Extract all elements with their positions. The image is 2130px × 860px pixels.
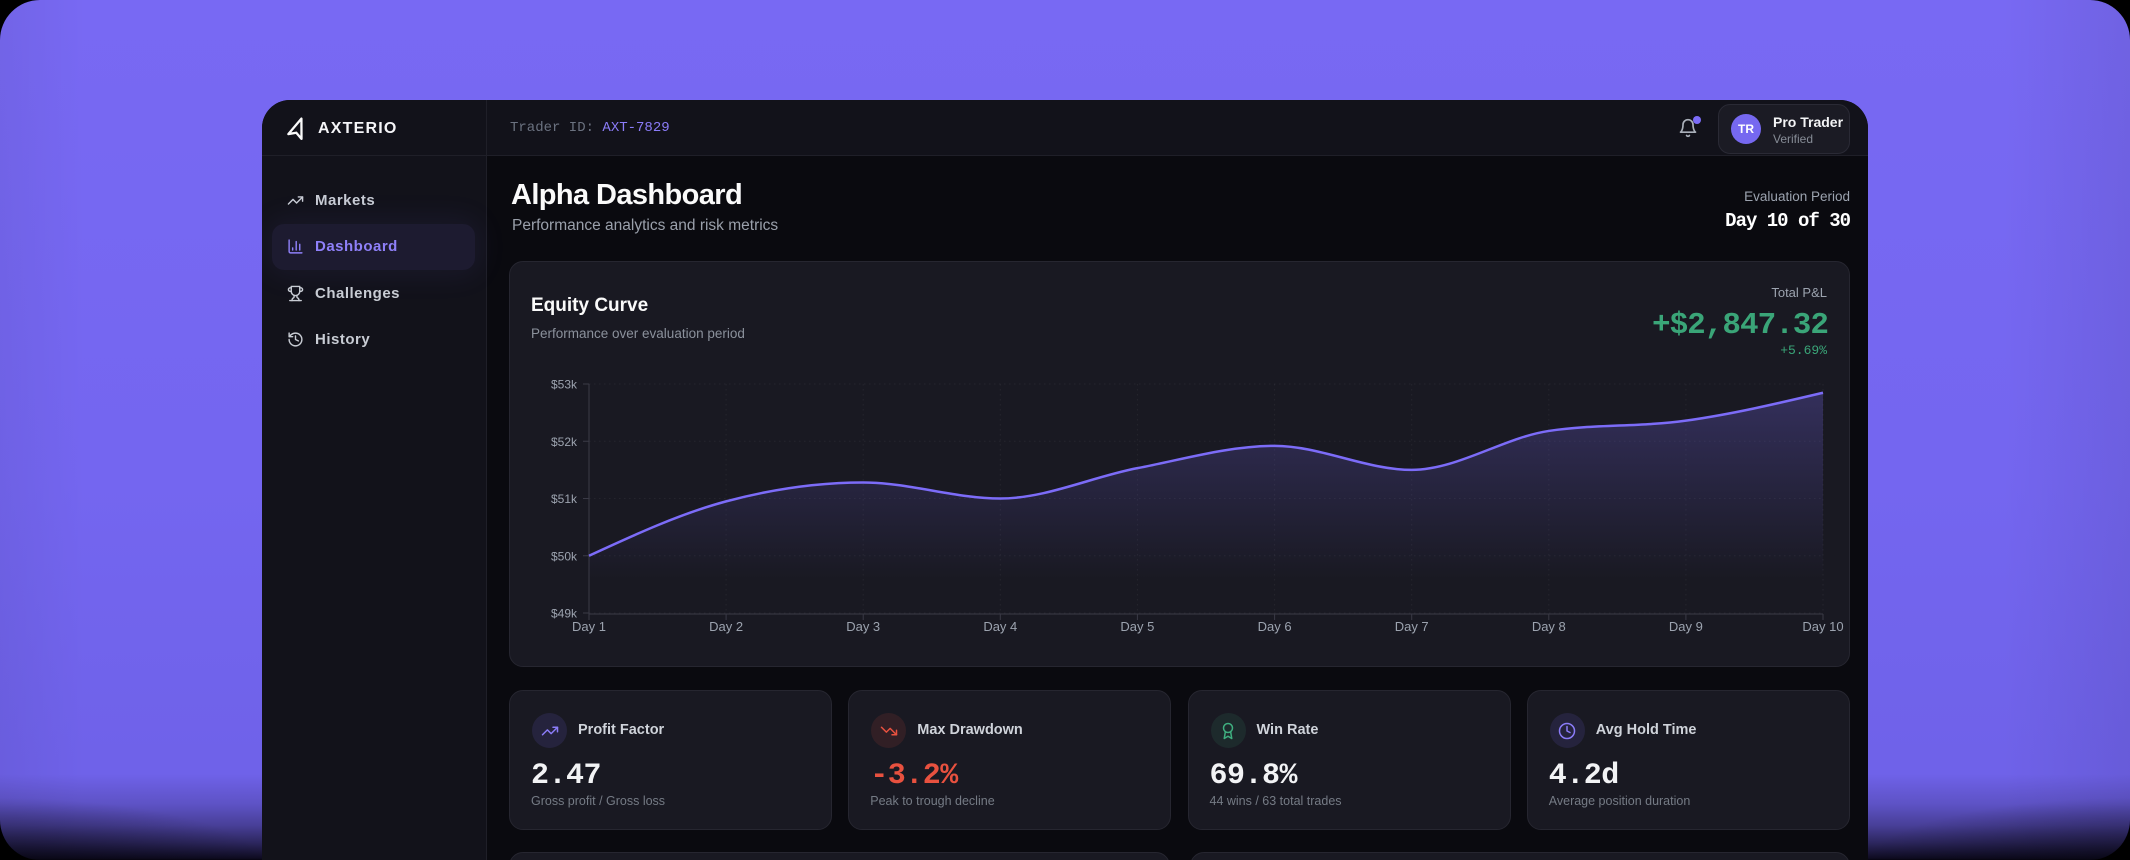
svg-text:$50k: $50k bbox=[551, 549, 578, 563]
svg-text:Day 7: Day 7 bbox=[1395, 619, 1429, 634]
svg-text:$52k: $52k bbox=[551, 435, 578, 449]
svg-text:Day 3: Day 3 bbox=[846, 619, 880, 634]
svg-text:Day 5: Day 5 bbox=[1120, 619, 1154, 634]
svg-text:Day 4: Day 4 bbox=[983, 619, 1017, 634]
svg-text:$53k: $53k bbox=[551, 378, 578, 392]
svg-text:Day 8: Day 8 bbox=[1532, 619, 1566, 634]
svg-text:Day 1: Day 1 bbox=[572, 619, 606, 634]
svg-text:Day 9: Day 9 bbox=[1669, 619, 1703, 634]
svg-text:Day 10: Day 10 bbox=[1802, 619, 1843, 634]
svg-text:$49k: $49k bbox=[551, 607, 578, 621]
svg-text:Day 6: Day 6 bbox=[1258, 619, 1292, 634]
svg-text:Day 2: Day 2 bbox=[709, 619, 743, 634]
svg-text:$51k: $51k bbox=[551, 492, 578, 506]
